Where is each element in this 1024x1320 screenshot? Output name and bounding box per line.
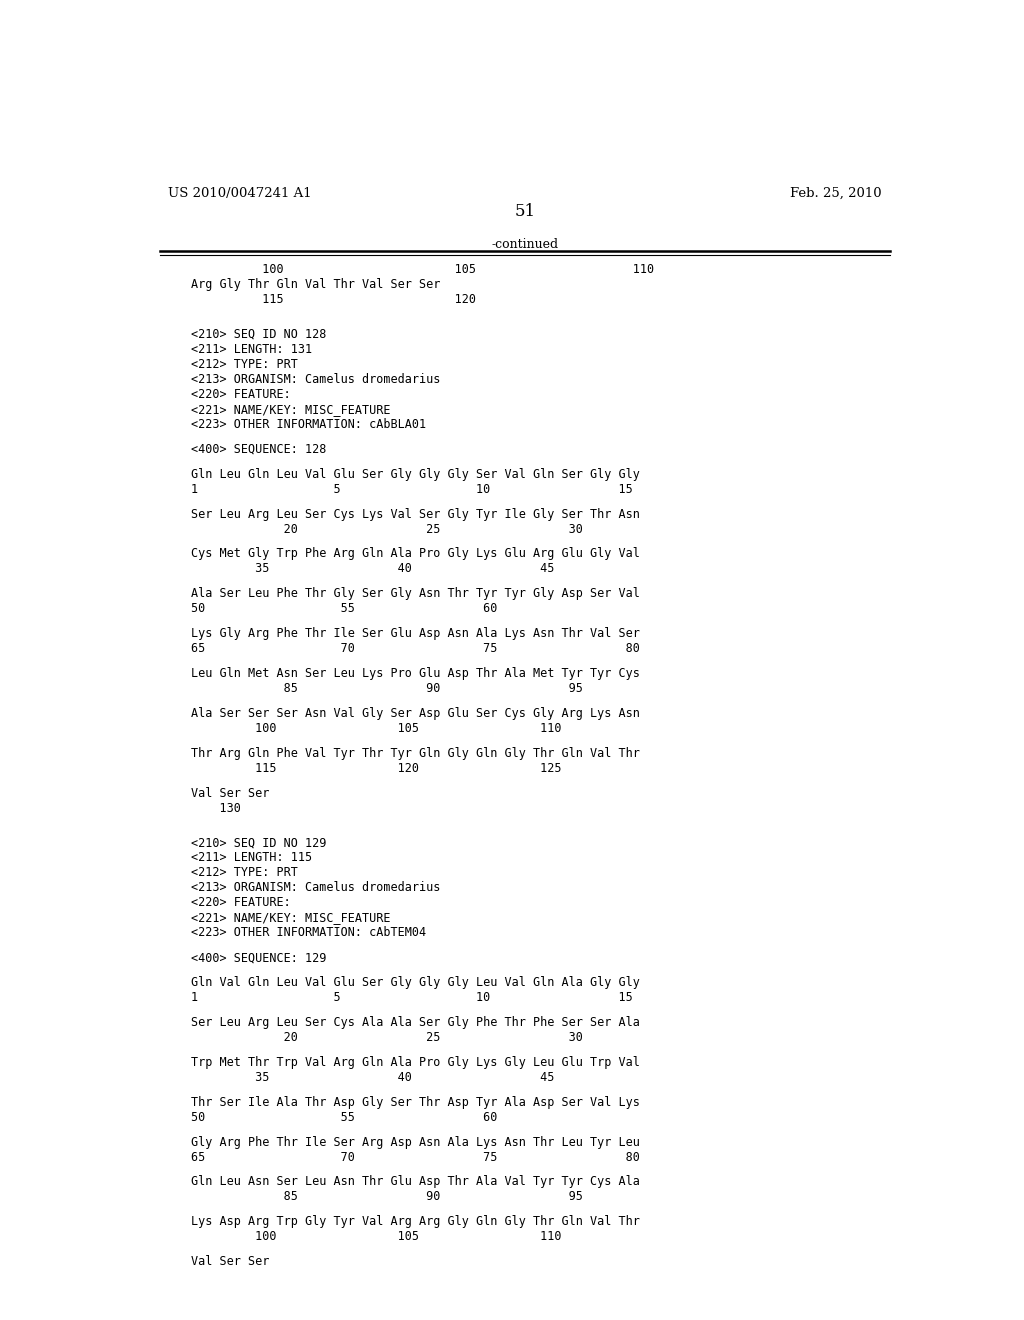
Text: Val Ser Ser: Val Ser Ser — [191, 1255, 270, 1269]
Text: <220> FEATURE:: <220> FEATURE: — [191, 388, 291, 401]
Text: 65                   70                  75                  80: 65 70 75 80 — [191, 1151, 640, 1164]
Text: Lys Gly Arg Phe Thr Ile Ser Glu Asp Asn Ala Lys Asn Thr Val Ser: Lys Gly Arg Phe Thr Ile Ser Glu Asp Asn … — [191, 627, 640, 640]
Text: Gln Leu Gln Leu Val Glu Ser Gly Gly Gly Ser Val Gln Ser Gly Gly: Gln Leu Gln Leu Val Glu Ser Gly Gly Gly … — [191, 467, 640, 480]
Text: 115                 120                 125: 115 120 125 — [191, 762, 562, 775]
Text: Val Ser Ser: Val Ser Ser — [191, 787, 270, 800]
Text: Ser Leu Arg Leu Ser Cys Lys Val Ser Gly Tyr Ile Gly Ser Thr Asn: Ser Leu Arg Leu Ser Cys Lys Val Ser Gly … — [191, 507, 640, 520]
Text: Trp Met Thr Trp Val Arg Gln Ala Pro Gly Lys Gly Leu Glu Trp Val: Trp Met Thr Trp Val Arg Gln Ala Pro Gly … — [191, 1056, 640, 1069]
Text: 51: 51 — [514, 203, 536, 220]
Text: -continued: -continued — [492, 238, 558, 251]
Text: Leu Gln Met Asn Ser Leu Lys Pro Glu Asp Thr Ala Met Tyr Tyr Cys: Leu Gln Met Asn Ser Leu Lys Pro Glu Asp … — [191, 667, 640, 680]
Text: <221> NAME/KEY: MISC_FEATURE: <221> NAME/KEY: MISC_FEATURE — [191, 403, 391, 416]
Text: 85                  90                  95: 85 90 95 — [191, 1191, 584, 1204]
Text: 35                  40                  45: 35 40 45 — [191, 562, 555, 576]
Text: <223> OTHER INFORMATION: cAbTEM04: <223> OTHER INFORMATION: cAbTEM04 — [191, 927, 427, 940]
Text: <221> NAME/KEY: MISC_FEATURE: <221> NAME/KEY: MISC_FEATURE — [191, 911, 391, 924]
Text: Gln Val Gln Leu Val Glu Ser Gly Gly Gly Leu Val Gln Ala Gly Gly: Gln Val Gln Leu Val Glu Ser Gly Gly Gly … — [191, 975, 640, 989]
Text: 100                        105                      110: 100 105 110 — [191, 263, 654, 276]
Text: 100                 105                 110: 100 105 110 — [191, 722, 562, 735]
Text: <400> SEQUENCE: 128: <400> SEQUENCE: 128 — [191, 442, 327, 455]
Text: Thr Ser Ile Ala Thr Asp Gly Ser Thr Asp Tyr Ala Asp Ser Val Lys: Thr Ser Ile Ala Thr Asp Gly Ser Thr Asp … — [191, 1096, 640, 1109]
Text: <211> LENGTH: 115: <211> LENGTH: 115 — [191, 851, 312, 865]
Text: <213> ORGANISM: Camelus dromedarius: <213> ORGANISM: Camelus dromedarius — [191, 882, 441, 895]
Text: 35                  40                  45: 35 40 45 — [191, 1071, 555, 1084]
Text: <220> FEATURE:: <220> FEATURE: — [191, 896, 291, 909]
Text: 100                 105                 110: 100 105 110 — [191, 1230, 562, 1243]
Text: 1                   5                   10                  15: 1 5 10 15 — [191, 483, 633, 496]
Text: Cys Met Gly Trp Phe Arg Gln Ala Pro Gly Lys Glu Arg Glu Gly Val: Cys Met Gly Trp Phe Arg Gln Ala Pro Gly … — [191, 548, 640, 561]
Text: 65                   70                  75                  80: 65 70 75 80 — [191, 642, 640, 655]
Text: Gln Leu Asn Ser Leu Asn Thr Glu Asp Thr Ala Val Tyr Tyr Cys Ala: Gln Leu Asn Ser Leu Asn Thr Glu Asp Thr … — [191, 1175, 640, 1188]
Text: 20                  25                  30: 20 25 30 — [191, 523, 584, 536]
Text: Ser Leu Arg Leu Ser Cys Ala Ala Ser Gly Phe Thr Phe Ser Ser Ala: Ser Leu Arg Leu Ser Cys Ala Ala Ser Gly … — [191, 1016, 640, 1030]
Text: <211> LENGTH: 131: <211> LENGTH: 131 — [191, 343, 312, 356]
Text: <212> TYPE: PRT: <212> TYPE: PRT — [191, 866, 298, 879]
Text: 50                   55                  60: 50 55 60 — [191, 1110, 498, 1123]
Text: Gly Arg Phe Thr Ile Ser Arg Asp Asn Ala Lys Asn Thr Leu Tyr Leu: Gly Arg Phe Thr Ile Ser Arg Asp Asn Ala … — [191, 1135, 640, 1148]
Text: Arg Gly Thr Gln Val Thr Val Ser Ser: Arg Gly Thr Gln Val Thr Val Ser Ser — [191, 279, 441, 292]
Text: 130: 130 — [191, 801, 242, 814]
Text: US 2010/0047241 A1: US 2010/0047241 A1 — [168, 187, 311, 199]
Text: <210> SEQ ID NO 129: <210> SEQ ID NO 129 — [191, 836, 327, 849]
Text: <210> SEQ ID NO 128: <210> SEQ ID NO 128 — [191, 327, 327, 341]
Text: <400> SEQUENCE: 129: <400> SEQUENCE: 129 — [191, 952, 327, 965]
Text: 85                  90                  95: 85 90 95 — [191, 682, 584, 696]
Text: <213> ORGANISM: Camelus dromedarius: <213> ORGANISM: Camelus dromedarius — [191, 374, 441, 385]
Text: 50                   55                  60: 50 55 60 — [191, 602, 498, 615]
Text: Thr Arg Gln Phe Val Tyr Thr Tyr Gln Gly Gln Gly Thr Gln Val Thr: Thr Arg Gln Phe Val Tyr Thr Tyr Gln Gly … — [191, 747, 640, 760]
Text: <212> TYPE: PRT: <212> TYPE: PRT — [191, 358, 298, 371]
Text: 20                  25                  30: 20 25 30 — [191, 1031, 584, 1044]
Text: Ala Ser Leu Phe Thr Gly Ser Gly Asn Thr Tyr Tyr Gly Asp Ser Val: Ala Ser Leu Phe Thr Gly Ser Gly Asn Thr … — [191, 587, 640, 601]
Text: Ala Ser Ser Ser Asn Val Gly Ser Asp Glu Ser Cys Gly Arg Lys Asn: Ala Ser Ser Ser Asn Val Gly Ser Asp Glu … — [191, 706, 640, 719]
Text: 115                        120: 115 120 — [191, 293, 476, 306]
Text: Lys Asp Arg Trp Gly Tyr Val Arg Arg Gly Gln Gly Thr Gln Val Thr: Lys Asp Arg Trp Gly Tyr Val Arg Arg Gly … — [191, 1216, 640, 1229]
Text: 1                   5                   10                  15: 1 5 10 15 — [191, 991, 633, 1005]
Text: <223> OTHER INFORMATION: cAbBLA01: <223> OTHER INFORMATION: cAbBLA01 — [191, 418, 427, 432]
Text: Feb. 25, 2010: Feb. 25, 2010 — [791, 187, 882, 199]
